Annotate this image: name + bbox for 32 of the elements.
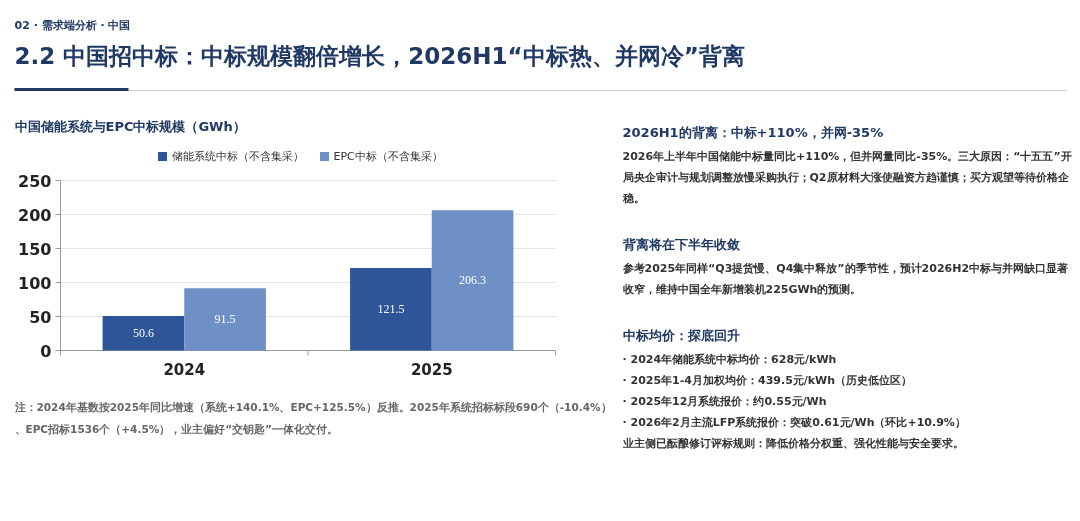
y-tick-label: 0 [40, 341, 52, 361]
bar [184, 288, 266, 351]
text: 02 · 需求端分析 · 中国 [14, 18, 131, 32]
y-tick-label: 100 [18, 273, 52, 293]
bar [102, 316, 185, 351]
text: 2.2 中国招中标：中标规模翻倍增长，2026H1“中标热、并网冷”背离 [14, 42, 745, 69]
text: 2026H1的背离：中标+110%，并网-35% [622, 124, 884, 140]
text: 2026年上半年中国储能中标量同比+110%，但并网量同比-35%。三大原因：“十五五”开局央企审计与规划调整放慢采购执行；Q2原材料大涨使融资方趋谨慎；买方观望等待价格企稳。 [621, 149, 1072, 205]
text: · 2025年12月系统报价：约0.55元/Wh [622, 394, 827, 408]
text: · 2026年2月主流LFP系统报价：突破0.61元/Wh（环比+10.9%） [622, 415, 966, 429]
x-tick-label: 2025 [410, 360, 453, 379]
y-tick-label: 150 [18, 239, 52, 259]
text: · 2024年储能系统中标均价：628元/kWh [622, 352, 837, 366]
text: 业主侧已酝酿修订评标规则：降低价格分权重、强化性能与安全要求。 [621, 436, 964, 450]
x-tick-label: 2024 [163, 360, 206, 379]
y-tick-label: 200 [18, 205, 52, 225]
data-label: 91.5 [214, 312, 236, 327]
y-tick-label: 250 [18, 171, 52, 191]
text: 参考2025年同样“Q3提货慢、Q4集中释放”的季节性，预计2026H2中标与并网缺口显著收窄，维持中国全年新增装机225GWh的预测。 [621, 261, 1069, 296]
legend-label: 储能系统中标（不含集采） [171, 150, 304, 163]
text: 中标均价：探底回升 [622, 327, 740, 343]
data-label: 206.3 [459, 273, 487, 288]
text: 注：2024年基数按2025年同比增速（系统+140.1%、EPC+125.5%）反推。2025年系统招标标段690个（-10.4%）、EPC招标1536个（+4.5%），业主偏好“交钥匙”一体化交付。 [13, 400, 612, 436]
data-label: 121.5 [377, 302, 405, 317]
bar [350, 267, 432, 351]
chart-title: 中国储能系统与EPC中标规模（GWh） [14, 118, 246, 134]
data-label: 50.6 [132, 326, 154, 341]
bar [431, 210, 514, 351]
y-tick-label: 50 [29, 307, 52, 327]
text: · 2025年1-4月加权均价：439.5元/kWh（历史低位区） [622, 373, 913, 387]
legend-label: EPC中标（不含集采） [333, 150, 443, 163]
text: 背离将在下半年收敛 [621, 236, 741, 252]
